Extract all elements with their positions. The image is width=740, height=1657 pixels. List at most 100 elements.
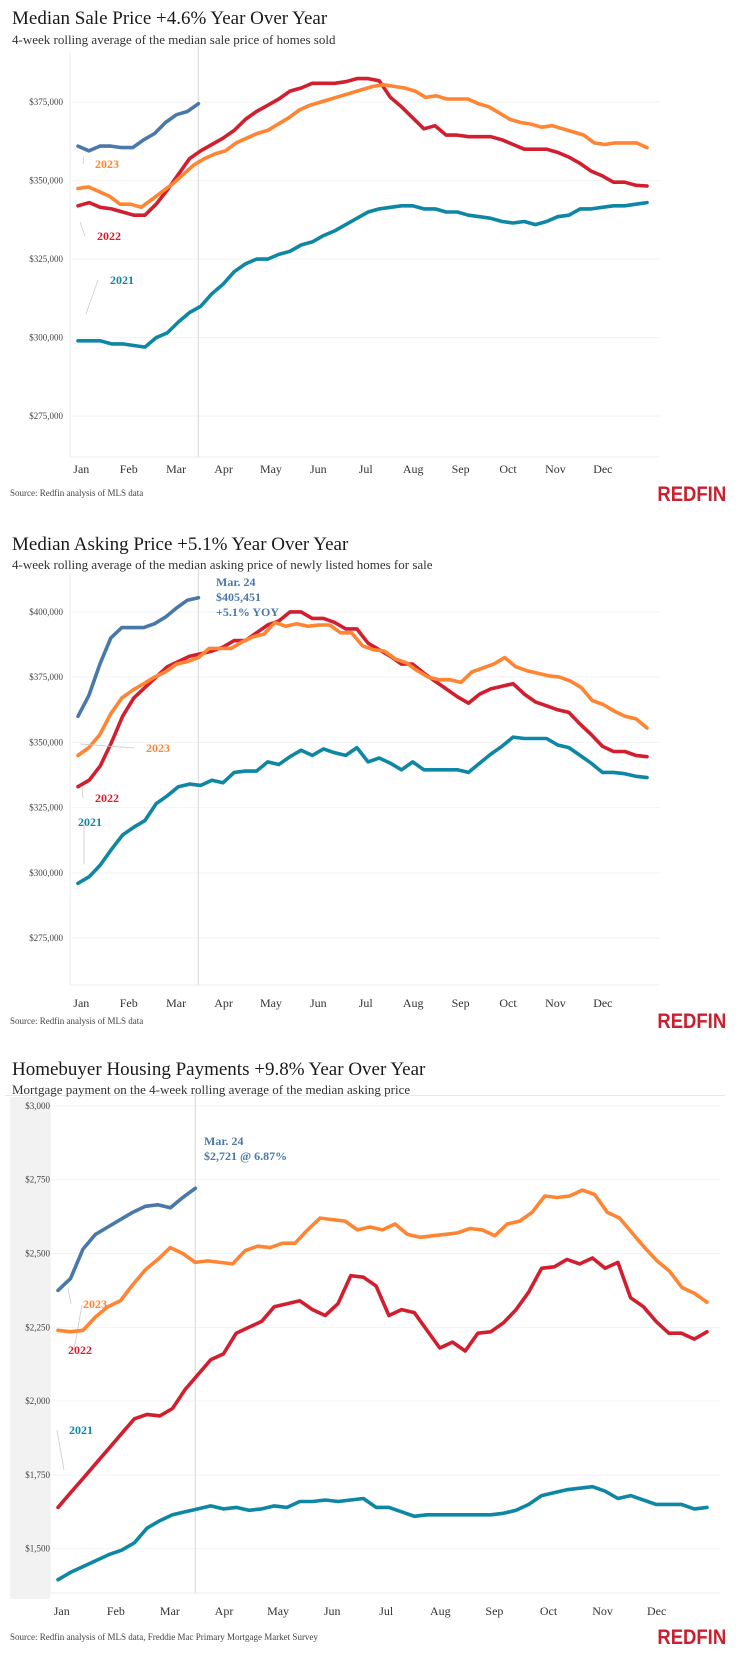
series-label-leader: [73, 1304, 83, 1351]
series-label-leader: [67, 1287, 72, 1305]
x-tick-label: Nov: [592, 1604, 613, 1618]
series-label-leader: [56, 1429, 65, 1471]
section-divider: [5, 1095, 725, 1096]
x-tick-label: Nov: [545, 462, 566, 476]
series-label-2023: 2023: [83, 1297, 107, 1311]
x-tick-label: Mar: [160, 1604, 180, 1618]
y-tick-label: $325,000: [29, 803, 63, 813]
y-tick-label: $300,000: [29, 868, 63, 878]
series-label-2021: 2021: [69, 1423, 93, 1437]
y-tick-label: $1,500: [25, 1544, 50, 1554]
x-tick-label: Feb: [120, 462, 138, 476]
series-line-2022: [76, 610, 649, 789]
x-tick-label: Dec: [593, 462, 612, 476]
y-axis-panel: [10, 1097, 50, 1599]
callout-annotation-line: +5.1% YOY: [216, 605, 279, 619]
series-label-2021: 2021: [78, 815, 102, 829]
x-tick-label: Jul: [359, 996, 374, 1010]
y-tick-label: $2,750: [25, 1175, 50, 1185]
y-tick-label: $350,000: [29, 737, 63, 747]
series-line-2024: [56, 1186, 198, 1293]
x-tick-label: Aug: [403, 462, 424, 476]
x-tick-label: Jul: [359, 462, 374, 476]
x-tick-label: Feb: [107, 1604, 125, 1618]
redfin-logo: REDFIN: [657, 483, 726, 506]
series-label-2021: 2021: [110, 273, 134, 287]
chart-subtitle: 4-week rolling average of the median ask…: [12, 557, 433, 572]
x-tick-label: Apr: [214, 462, 233, 476]
callout-annotation-line: $2,721 @ 6.87%: [204, 1149, 287, 1163]
y-tick-label: $400,000: [29, 607, 63, 617]
x-tick-label: May: [260, 462, 282, 476]
source-note: Source: Redfin analysis of MLS data: [10, 1016, 144, 1026]
x-tick-label: Jun: [310, 996, 327, 1010]
x-tick-label: Oct: [499, 462, 517, 476]
x-tick-label: Jan: [73, 996, 89, 1010]
chart-panel-asking-price: Median Asking Price +5.1% Year Over Year…: [0, 530, 740, 1040]
line-chart-sale-price: $275,000 $300,000 $325,000 $350,000 $375,000…: [29, 45, 660, 476]
series-label-2023: 2023: [146, 741, 170, 755]
y-tick-label: $325,000: [29, 254, 63, 264]
redfin-logo: REDFIN: [657, 1010, 726, 1033]
x-tick-label: Aug: [430, 1604, 451, 1618]
y-tick-label: $350,000: [29, 176, 63, 186]
series-line-2023: [76, 83, 649, 210]
y-tick-label: $300,000: [29, 333, 63, 343]
series-label-2022: 2022: [68, 1343, 92, 1357]
chart-panel-sale-price: Median Sale Price +4.6% Year Over Year 4…: [0, 0, 740, 520]
chart-subtitle: Mortgage payment on the 4-week rolling a…: [12, 1082, 411, 1097]
chart-panel-housing-payments: Homebuyer Housing Payments +9.8% Year Ov…: [0, 1055, 740, 1657]
callout-annotation-line: Mar. 24: [216, 575, 256, 589]
series-label-leader: [81, 787, 84, 799]
x-tick-label: Sep: [485, 1604, 503, 1618]
x-tick-label: Mar: [166, 462, 186, 476]
series-label-leader: [85, 279, 99, 315]
series-line-2024: [76, 595, 201, 719]
source-note: Source: Redfin analysis of MLS data: [10, 488, 144, 498]
x-tick-label: Dec: [647, 1604, 666, 1618]
x-tick-label: Jul: [379, 1604, 394, 1618]
x-tick-label: Mar: [166, 996, 186, 1010]
chart-title: Median Asking Price +5.1% Year Over Year: [12, 534, 349, 555]
series-label-leader: [79, 743, 135, 749]
source-note: Source: Redfin analysis of MLS data, Fre…: [10, 1632, 318, 1642]
y-tick-label: $375,000: [29, 97, 63, 107]
x-tick-label: Apr: [214, 996, 233, 1010]
series-label-leader: [79, 221, 86, 237]
y-tick-label: $2,500: [25, 1249, 50, 1259]
chart-subtitle: 4-week rolling average of the median sal…: [12, 32, 336, 47]
series-line-2024: [76, 101, 201, 153]
y-tick-label: $2,000: [25, 1396, 50, 1406]
y-tick-label: $375,000: [29, 672, 63, 682]
series-line-2023: [56, 1188, 709, 1334]
callout-annotation-line: Mar. 24: [204, 1134, 244, 1148]
series-line-2022: [76, 76, 649, 217]
x-tick-label: Sep: [452, 996, 470, 1010]
series-line-2021: [76, 200, 649, 349]
x-tick-label: Dec: [593, 996, 612, 1010]
x-tick-label: May: [260, 996, 282, 1010]
series-line-2023: [76, 620, 649, 758]
x-tick-label: Aug: [403, 996, 424, 1010]
x-tick-label: Jan: [73, 462, 89, 476]
y-tick-label: $2,250: [25, 1322, 50, 1332]
x-tick-label: Jun: [310, 462, 327, 476]
y-tick-label: $1,750: [25, 1470, 50, 1480]
x-tick-label: Oct: [499, 996, 517, 1010]
series-label-2023: 2023: [95, 157, 119, 171]
line-chart-asking-price: $275,000 $300,000 $325,000 $350,000 $375,000…: [29, 568, 660, 1010]
series-line-2022: [56, 1256, 709, 1510]
y-tick-label: $275,000: [29, 411, 63, 421]
series-label-leader: [82, 155, 85, 165]
series-line-2021: [76, 735, 649, 886]
y-tick-label: $3,000: [25, 1101, 50, 1111]
x-tick-label: Apr: [215, 1604, 234, 1618]
x-tick-label: Jun: [324, 1604, 341, 1618]
series-label-2022: 2022: [95, 791, 119, 805]
y-tick-label: $275,000: [29, 933, 63, 943]
x-tick-label: May: [267, 1604, 289, 1618]
x-tick-label: Sep: [452, 462, 470, 476]
x-tick-label: Oct: [540, 1604, 558, 1618]
callout-annotation-line: $405,451: [216, 590, 261, 604]
x-tick-label: Feb: [120, 996, 138, 1010]
